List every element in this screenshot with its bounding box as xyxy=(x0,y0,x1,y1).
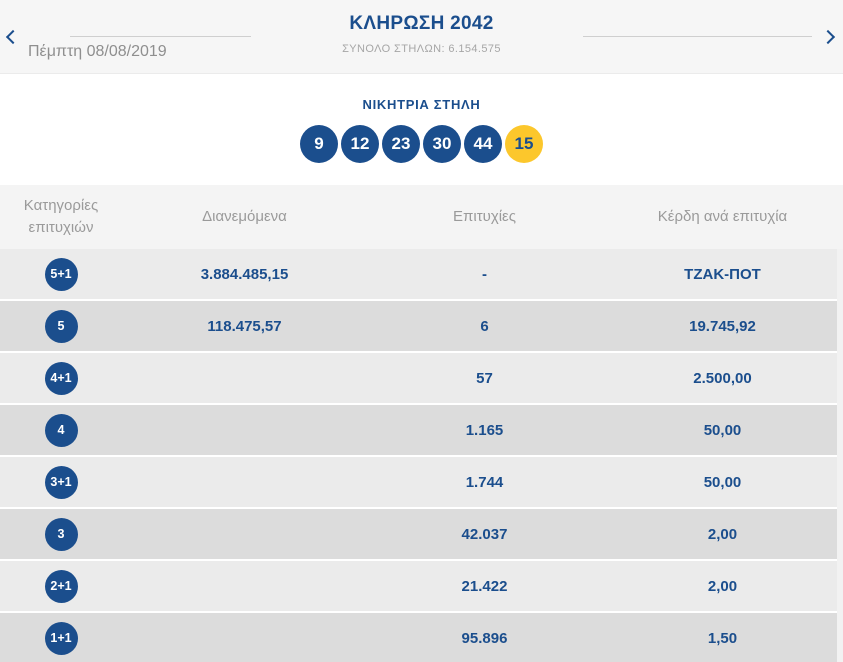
column-header-distributed: Διανεμόμενα xyxy=(202,207,287,225)
prize-cell: 50,00 xyxy=(703,421,742,439)
wins-cell: 95.896 xyxy=(461,629,508,647)
column-header-categories: Κατηγορίες επιτυχιών xyxy=(23,196,99,237)
results-rows: 5+1 3.884.485,15 - ΤΖΑΚ-ΠΟΤ 5 118.475,57 6 19.7… xyxy=(0,249,843,662)
prize-cell: 2,00 xyxy=(707,525,738,543)
winning-number-ball: 23 xyxy=(382,125,420,163)
chevron-right-icon xyxy=(820,29,836,45)
prize-cell: 2,00 xyxy=(707,577,738,595)
prize-cell: 19.745,92 xyxy=(689,317,756,335)
category-badge: 4+1 xyxy=(44,361,78,395)
table-row: 5 118.475,57 6 19.745,92 xyxy=(0,301,843,353)
category-cell: 4 xyxy=(0,413,122,447)
distributed-cell: 3.884.485,15 xyxy=(200,265,289,283)
category-badge: 5 xyxy=(44,309,78,343)
table-header-row: Κατηγορίες επιτυχιών Διανεμόμενα Επιτυχί… xyxy=(0,185,843,249)
results-table: Κατηγορίες επιτυχιών Διανεμόμενα Επιτυχί… xyxy=(0,185,843,662)
table-row: 1+1 95.896 1,50 xyxy=(0,613,843,662)
wins-cell: 42.037 xyxy=(461,525,508,543)
category-cell: 3+1 xyxy=(0,465,122,499)
wins-cell: 6 xyxy=(480,317,489,335)
category-badge: 3+1 xyxy=(44,465,78,499)
winning-number-ball: 30 xyxy=(423,125,461,163)
column-header-prize: Κέρδη ανά επιτυχία xyxy=(657,207,788,225)
date-underline xyxy=(70,36,251,37)
winning-column-section: ΝΙΚΗΤΡΙΑ ΣΤΗΛΗ 9 12 23 30 44 15 xyxy=(0,74,843,185)
category-badge: 4 xyxy=(44,413,78,447)
category-badge: 2+1 xyxy=(44,569,78,603)
category-cell: 1+1 xyxy=(0,621,122,655)
wins-cell: 21.422 xyxy=(461,577,508,595)
column-header-wins: Επιτυχίες xyxy=(453,207,516,225)
winning-number-ball: 12 xyxy=(341,125,379,163)
winning-number-ball: 9 xyxy=(300,125,338,163)
wins-cell: 57 xyxy=(476,369,493,387)
scrollbar-gutter xyxy=(837,249,843,662)
table-row: 3 42.037 2,00 xyxy=(0,509,843,561)
draw-title: ΚΛΗΡΩΣΗ 2042 xyxy=(349,13,494,34)
wins-cell: 1.165 xyxy=(465,421,504,439)
table-row: 3+1 1.744 50,00 xyxy=(0,457,843,509)
prize-cell: ΤΖΑΚ-ΠΟΤ xyxy=(684,265,761,283)
category-cell: 5+1 xyxy=(0,257,122,291)
table-row: 5+1 3.884.485,15 - ΤΖΑΚ-ΠΟΤ xyxy=(0,249,843,301)
winning-numbers: 9 12 23 30 44 15 xyxy=(0,125,843,163)
category-cell: 5 xyxy=(0,309,122,343)
draw-title-block: ΚΛΗΡΩΣΗ 2042 ΣΥΝΟΛΟ ΣΤΗΛΩΝ: 6.154.575 xyxy=(0,13,843,55)
prize-cell: 2.500,00 xyxy=(693,369,752,387)
draw-header: Πέμπτη 08/08/2019 ΚΛΗΡΩΣΗ 2042 ΣΥΝΟΛΟ ΣΤ… xyxy=(0,0,843,74)
prize-cell: 1,50 xyxy=(707,629,738,647)
wins-cell: 1.744 xyxy=(465,473,504,491)
category-badge: 5+1 xyxy=(44,257,78,291)
table-row: 4 1.165 50,00 xyxy=(0,405,843,457)
table-row: 2+1 21.422 2,00 xyxy=(0,561,843,613)
category-badge: 3 xyxy=(44,517,78,551)
wins-cell: - xyxy=(482,265,487,283)
draw-date: Πέμπτη 08/08/2019 xyxy=(28,43,167,60)
winning-number-ball: 44 xyxy=(464,125,502,163)
joker-number-ball: 15 xyxy=(505,125,543,163)
next-draw-button[interactable] xyxy=(817,26,839,48)
category-badge: 1+1 xyxy=(44,621,78,655)
category-cell: 4+1 xyxy=(0,361,122,395)
next-underline xyxy=(583,36,812,37)
prize-cell: 50,00 xyxy=(703,473,742,491)
total-columns-label: ΣΥΝΟΛΟ ΣΤΗΛΩΝ: 6.154.575 xyxy=(342,43,501,55)
category-cell: 3 xyxy=(0,517,122,551)
table-row: 4+1 57 2.500,00 xyxy=(0,353,843,405)
winning-column-title: ΝΙΚΗΤΡΙΑ ΣΤΗΛΗ xyxy=(362,97,481,112)
distributed-cell: 118.475,57 xyxy=(207,317,282,335)
category-cell: 2+1 xyxy=(0,569,122,603)
